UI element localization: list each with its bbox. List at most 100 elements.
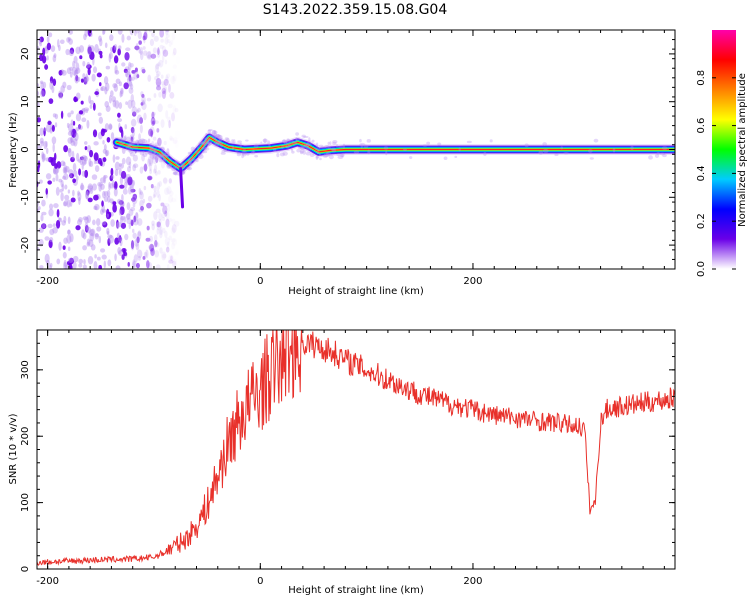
- noise-speckle: [130, 93, 134, 103]
- noise-speckle: [37, 90, 40, 97]
- noise-speckle: [62, 245, 66, 250]
- noise-speckle: [40, 81, 44, 91]
- noise-speckle: [75, 67, 81, 74]
- noise-speckle: [118, 209, 122, 216]
- noise-speckle: [137, 218, 143, 226]
- halo-speckle: [302, 150, 307, 155]
- noise-speckle: [146, 51, 152, 59]
- noise-speckle: [147, 195, 153, 202]
- noise-speckle: [37, 82, 40, 88]
- noise-speckle: [76, 219, 83, 226]
- halo-speckle: [309, 153, 315, 158]
- noise-speckle: [55, 173, 59, 182]
- noise-speckle: [170, 255, 173, 261]
- snr-frame: [36, 329, 676, 570]
- noise-speckle: [63, 200, 68, 207]
- noise-speckle: [62, 251, 67, 259]
- y-tick-label: 10: [20, 95, 31, 108]
- noise-speckle: [121, 254, 125, 260]
- noise-speckle: [45, 187, 48, 195]
- noise-speckle: [99, 53, 103, 59]
- noise-speckle: [133, 254, 138, 263]
- noise-speckle: [168, 41, 172, 47]
- noise-speckle: [130, 241, 135, 251]
- noise-speckle: [64, 194, 70, 201]
- halo-speckle: [319, 157, 322, 161]
- noise-speckle: [39, 127, 44, 136]
- halo-speckle: [172, 171, 178, 175]
- noise-speckle: [147, 50, 152, 60]
- halo-speckle: [295, 132, 300, 136]
- noise-speckle: [162, 83, 166, 89]
- noise-speckle: [37, 141, 38, 142]
- noise-speckle: [98, 116, 104, 124]
- noise-speckle: [164, 59, 168, 65]
- noise-speckle: [117, 198, 122, 204]
- noise-speckle: [100, 161, 103, 167]
- halo-speckle: [299, 150, 303, 155]
- noise-speckle: [104, 42, 108, 49]
- noise-speckle: [107, 195, 111, 203]
- noise-speckle: [100, 85, 106, 92]
- noise-speckle: [30, 265, 33, 272]
- halo-speckle: [458, 147, 461, 152]
- noise-speckle: [104, 100, 110, 108]
- noise-speckle: [85, 108, 89, 114]
- halo-speckle: [204, 136, 210, 142]
- halo-speckle: [153, 149, 156, 155]
- halo-speckle: [342, 143, 346, 149]
- halo-speckle: [538, 150, 544, 155]
- noise-speckle: [43, 127, 46, 137]
- noise-speckle: [137, 230, 142, 237]
- noise-speckle: [108, 94, 112, 104]
- noise-speckle: [58, 241, 62, 251]
- noise-speckle: [124, 51, 130, 61]
- noise-speckle: [129, 63, 134, 68]
- halo-speckle: [524, 143, 529, 148]
- noise-speckle: [112, 201, 117, 205]
- noise-speckle: [27, 218, 30, 226]
- halo-speckle: [331, 147, 336, 151]
- halo-speckle: [337, 145, 344, 149]
- noise-speckle: [45, 123, 52, 133]
- noise-speckle: [25, 174, 30, 180]
- y-tick-label: 100: [20, 493, 31, 512]
- noise-speckle: [56, 208, 60, 218]
- noise-speckle: [63, 145, 69, 153]
- halo-speckle: [237, 140, 242, 144]
- noise-speckle: [52, 177, 56, 182]
- noise-speckle: [170, 39, 174, 45]
- halo-speckle: [305, 145, 310, 149]
- halo-speckle: [291, 140, 298, 145]
- noise-speckle: [139, 166, 144, 174]
- noise-speckle: [141, 93, 145, 98]
- noise-speckle: [92, 66, 98, 74]
- noise-speckle: [98, 264, 103, 269]
- signal-tail: [179, 167, 185, 209]
- halo-speckle: [180, 164, 186, 168]
- noise-speckle: [169, 137, 175, 142]
- noise-speckle: [77, 192, 82, 202]
- noise-speckle: [75, 113, 82, 122]
- noise-speckle: [161, 213, 166, 219]
- noise-speckle: [114, 161, 120, 171]
- noise-speckle: [154, 164, 158, 174]
- y-tick-label: -20: [20, 237, 31, 253]
- noise-speckle: [164, 210, 168, 217]
- noise-speckle: [139, 190, 143, 196]
- noise-speckle: [104, 123, 110, 131]
- halo-speckle: [190, 146, 196, 152]
- noise-speckle: [46, 55, 49, 61]
- halo-speckle: [341, 152, 345, 158]
- noise-speckle: [163, 140, 167, 146]
- noise-speckle: [155, 77, 162, 87]
- noise-speckle: [109, 51, 113, 60]
- halo-speckle: [211, 130, 218, 135]
- noise-speckle: [60, 192, 64, 202]
- noise-speckle: [67, 189, 71, 194]
- noise-speckle: [72, 120, 76, 126]
- noise-speckle: [69, 233, 74, 243]
- noise-speckle: [156, 85, 162, 91]
- noise-speckle: [113, 55, 119, 64]
- noise-speckle: [114, 100, 120, 109]
